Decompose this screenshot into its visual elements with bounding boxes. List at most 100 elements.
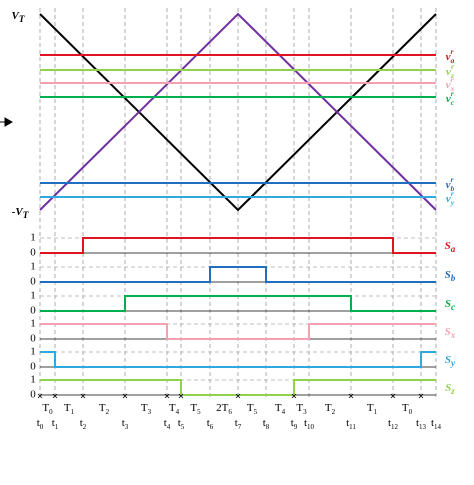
label-base: T xyxy=(42,402,49,414)
time-label: t11 xyxy=(346,417,356,431)
level-label: 1 xyxy=(30,318,36,330)
label-base: t xyxy=(164,417,167,429)
label-sub: 3 xyxy=(303,408,307,416)
interval-label: T1 xyxy=(367,402,378,416)
cross-marker xyxy=(390,393,396,399)
label-base: S xyxy=(445,354,451,366)
interval-label: T4 xyxy=(275,402,286,416)
label-sup: r xyxy=(451,62,455,71)
level-label: 0 xyxy=(30,389,36,401)
label-base: t xyxy=(207,417,210,429)
time-label: t10 xyxy=(304,417,315,431)
time-label: t3 xyxy=(122,417,129,431)
signal-trace xyxy=(40,237,436,254)
label-sub: a xyxy=(451,56,455,65)
time-label: t4 xyxy=(164,417,171,431)
reference-label: vr z xyxy=(446,62,455,80)
label-sub: 5 xyxy=(254,408,258,416)
label-base: 2T xyxy=(216,402,229,414)
label-sup: r xyxy=(451,47,455,56)
signal-label: Sy xyxy=(445,354,456,369)
label-sup: r xyxy=(451,89,455,98)
label-base: v xyxy=(446,66,451,78)
label-base: t xyxy=(80,417,83,429)
label-base: t xyxy=(304,417,307,429)
interval-label: T3 xyxy=(141,402,152,416)
interval-label: T4 xyxy=(169,402,180,416)
label-base: T xyxy=(190,402,197,414)
label-sup: r xyxy=(451,75,455,84)
label-base: t xyxy=(291,417,294,429)
signal-trace xyxy=(40,295,436,312)
label-sub: 8 xyxy=(266,423,270,431)
label-sup: r xyxy=(451,189,455,198)
label-base: V xyxy=(12,10,21,22)
label-base: v xyxy=(446,193,451,205)
label-sub: 13 xyxy=(419,423,427,431)
label-base: t xyxy=(388,417,391,429)
label-sub: 0 xyxy=(409,408,413,416)
label-base: t xyxy=(416,417,419,429)
time-label: t6 xyxy=(207,417,214,431)
label-base: t xyxy=(37,417,40,429)
label-base: T xyxy=(367,402,374,414)
label-base: v xyxy=(446,93,451,105)
cross-marker xyxy=(291,393,297,399)
cross-marker xyxy=(122,393,128,399)
reference-label: vr a xyxy=(446,47,455,65)
label-base: T xyxy=(325,402,332,414)
label-base: v xyxy=(446,179,451,191)
label-sub: 3 xyxy=(148,408,152,416)
cross-marker xyxy=(80,393,86,399)
reference-label: vr c xyxy=(446,89,455,107)
label-sub: 1 xyxy=(71,408,75,416)
label-sub: 0 xyxy=(49,408,53,416)
label-sub: 4 xyxy=(167,423,171,431)
time-label: t5 xyxy=(178,417,185,431)
signal-trace xyxy=(40,323,436,340)
carrier xyxy=(39,12,437,211)
label-base: t xyxy=(431,417,434,429)
label-base: T xyxy=(296,402,303,414)
label-sub: T xyxy=(19,14,25,24)
interval-label: T0 xyxy=(42,402,53,416)
label-base: T xyxy=(247,402,254,414)
interval-label: T2 xyxy=(99,402,110,416)
signal-label: Sz xyxy=(445,382,455,397)
label-sub: 2 xyxy=(106,408,110,416)
vmax-label: VT xyxy=(12,10,25,25)
label-sub: 3 xyxy=(125,423,129,431)
interval-label: T2 xyxy=(325,402,336,416)
signal-label: Sx xyxy=(445,326,456,341)
label-sup: r xyxy=(451,175,455,184)
time-label: t7 xyxy=(235,417,242,431)
vmin-label: -VT xyxy=(12,206,29,221)
arrow xyxy=(0,117,14,127)
interval-label: T3 xyxy=(296,402,307,416)
carrier xyxy=(39,13,437,212)
level-label: 1 xyxy=(30,374,36,386)
label-sub: y xyxy=(450,198,455,207)
level-label: 1 xyxy=(30,232,36,244)
reference-label: vr x xyxy=(446,75,455,93)
cross-marker xyxy=(178,393,184,399)
label-sub: 12 xyxy=(391,423,399,431)
signal-label: Sb xyxy=(445,269,456,284)
level-label: 1 xyxy=(30,261,36,273)
label-sub: 0 xyxy=(40,423,44,431)
label-base: t xyxy=(178,417,181,429)
label-sub: z xyxy=(450,71,454,80)
label-base: v xyxy=(446,51,451,63)
label-sub: 6 xyxy=(228,408,232,416)
time-label: t1 xyxy=(52,417,59,431)
level-label: 1 xyxy=(30,346,36,358)
label-sub: a xyxy=(451,244,456,254)
cross-marker xyxy=(235,393,241,399)
label-sub: z xyxy=(450,386,455,396)
signal-label: Sa xyxy=(445,240,456,255)
label-base: T xyxy=(141,402,148,414)
label-sub: 9 xyxy=(294,423,298,431)
cross-marker xyxy=(348,393,354,399)
time-label: t2 xyxy=(80,417,87,431)
label-base: -V xyxy=(12,206,25,218)
